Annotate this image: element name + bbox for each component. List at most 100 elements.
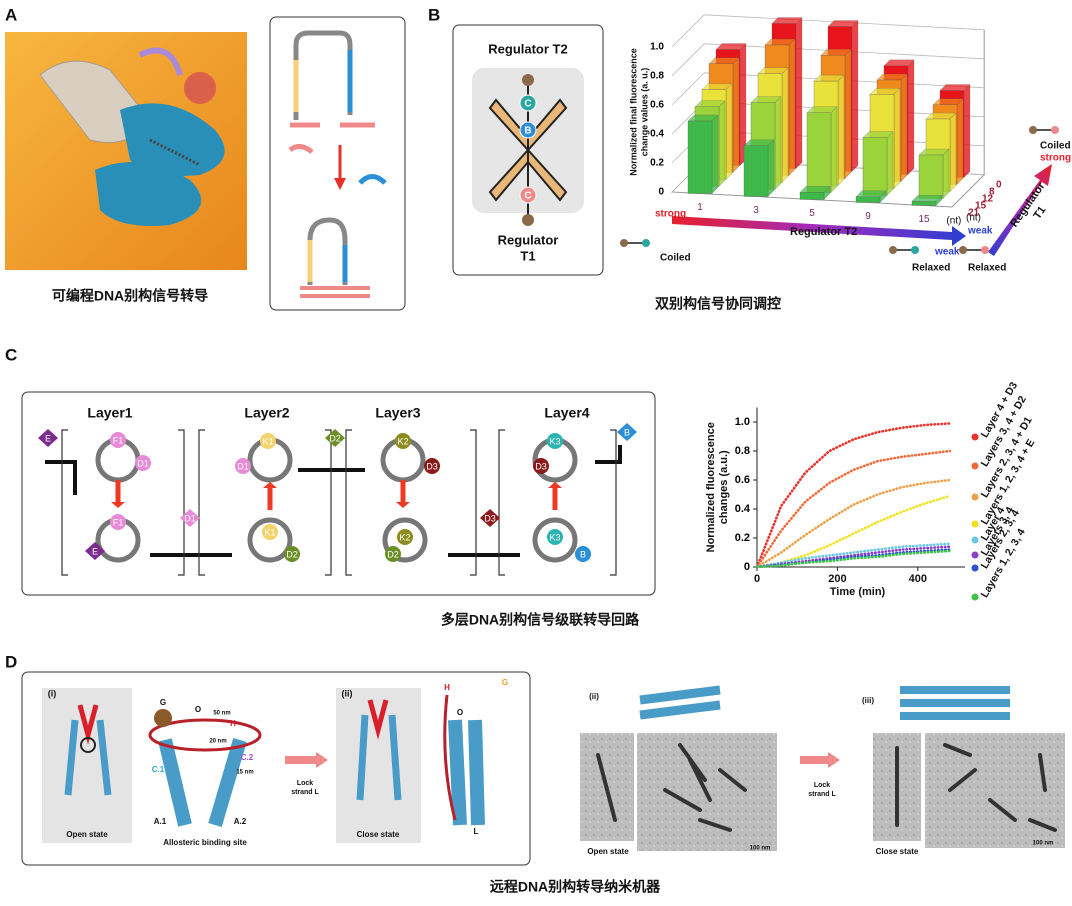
node [519,121,537,139]
grid-line [671,14,985,48]
tem-particles [596,743,1057,832]
z-tick-label: 0 [658,187,664,198]
annotation: Relaxed [968,263,1006,274]
arrow-head [263,482,277,488]
node [547,529,563,545]
depth-tick-label: 0 [996,180,1002,191]
node [519,94,537,112]
machine-label: Lock [297,780,313,787]
node-label: D2 [387,549,399,559]
machine-label: 15 nm [236,770,253,776]
connector [595,445,622,464]
y-tick-label: 0.8 [735,445,750,457]
y-tick-label: 0.2 [735,532,750,544]
node [325,429,345,447]
x-tick-label: 0 [754,573,760,585]
depth-unit: (nt) [966,213,981,224]
node-label: D1 [184,513,196,523]
panel-label: D [5,652,17,671]
annotation: strong [1040,153,1071,164]
arrow-head [396,502,410,508]
machine-label: G [502,678,508,687]
x-axis-label: Regulator T2 [790,226,857,238]
bar-side [837,74,845,186]
machine-label: strand L [808,791,836,798]
node-label: D3 [426,461,438,471]
annotation: strong [655,209,686,220]
machine-label: (i) [48,688,57,698]
z-tick-label: 0.6 [650,100,664,111]
node-label: K1 [264,527,275,537]
node [180,509,200,527]
node-label: K2 [399,532,410,542]
machine-label: Open state [66,830,108,839]
legend-swatch [971,520,979,528]
bar-side [963,84,971,178]
panel-label: A [5,5,17,24]
layer-title: Layer4 [544,405,589,421]
close-state-panel [336,688,421,843]
icon [1051,126,1059,134]
caption: 双别构信号协同调控 [655,296,781,312]
node-label: E [92,546,98,556]
bar-side [781,67,789,183]
data-line [755,549,952,569]
node [110,432,126,448]
node-label: F1 [113,435,124,445]
y-tick-label: 0 [744,561,750,573]
icon [620,239,628,247]
node [262,524,278,540]
icon [911,246,919,254]
cascade-box [21,391,656,596]
node [85,542,105,560]
bar [855,196,881,203]
z-axis-label: change values (a. u.) [639,68,649,157]
bar [799,192,825,200]
machine-label: C.1 [152,765,165,774]
legend-swatch [971,433,979,441]
regulator-title: T1 [520,248,535,263]
node [38,429,58,447]
node [547,433,563,449]
data-line [755,542,952,569]
bracket [61,429,68,576]
grid-line [671,43,985,77]
machine-label: (iii) [862,696,874,705]
node [395,433,411,449]
caption: 可编程DNA别构信号转导 [52,288,208,304]
machine-label: 100 nm [1033,841,1054,847]
node [284,546,300,562]
legend-swatch [971,564,979,572]
node [235,458,251,474]
bar-side [942,148,950,199]
open-state-panel [42,688,132,843]
node-label: B [580,549,586,559]
strength-arrow [672,216,966,246]
machine-label: G [160,698,166,707]
icon [642,239,650,247]
node-label: C [524,99,531,110]
node-label: F1 [113,517,124,527]
bar-side [900,73,908,182]
legend-swatch [971,551,979,559]
machine-label: 50 nm [213,711,230,717]
node [424,458,440,474]
icon [1029,126,1037,134]
machine-box [21,671,531,866]
node-label: D3 [535,461,547,471]
bar [862,137,888,196]
x-tick-label: 5 [809,208,815,219]
node-label: E [45,433,51,443]
bar-side [767,139,775,197]
x-tick-label: 400 [909,573,927,585]
connector [45,460,77,495]
x-tick-label: 200 [828,573,846,585]
bracket [178,429,185,576]
node-label: D2 [286,549,298,559]
bar-side [774,96,782,190]
annotation: weak [934,247,960,258]
bar-side [844,48,852,179]
machine-label: L [474,827,479,836]
machine-label: (ii) [342,688,353,698]
